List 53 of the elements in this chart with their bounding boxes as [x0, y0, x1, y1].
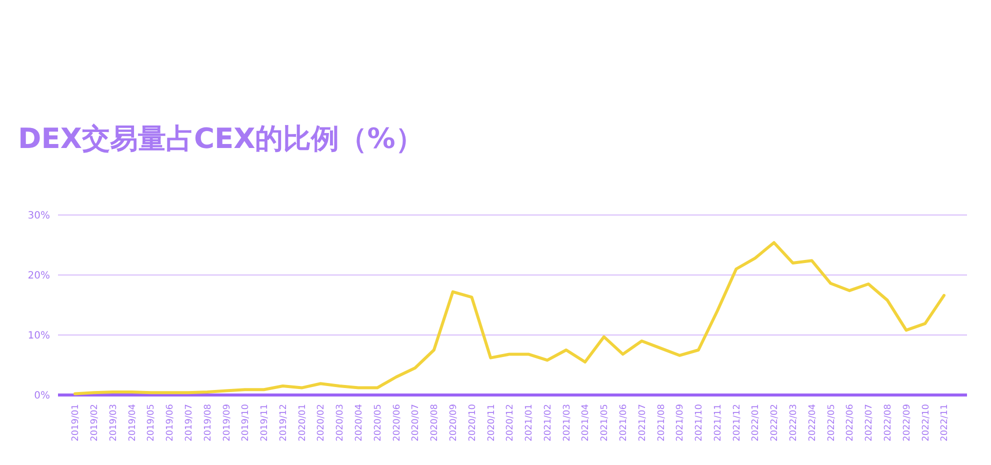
x-tick-label: 2019/06 [166, 404, 176, 442]
x-tick-label: 2022/09 [902, 404, 912, 442]
x-tick-label: 2021/08 [656, 404, 667, 442]
x-tick-label: 2022/07 [864, 404, 875, 442]
x-tick-label: 2021/11 [713, 404, 724, 442]
x-tick-label: 2021/06 [619, 404, 629, 442]
x-tick-label: 2019/11 [260, 404, 270, 442]
x-tick-label: 2019/12 [278, 404, 289, 442]
x-tick-label: 2022/10 [921, 404, 932, 442]
y-tick-label: 10% [28, 330, 50, 342]
x-tick-label: 2022/06 [846, 404, 856, 442]
x-tick-label: 2020/06 [392, 404, 402, 442]
x-tick-label: 2021/10 [694, 404, 705, 442]
x-tick-label: 2020/02 [316, 404, 327, 442]
x-tick-label: 2021/04 [581, 404, 592, 442]
x-tick-label: 2019/05 [146, 404, 157, 442]
x-tick-label: 2020/07 [411, 404, 422, 442]
x-tick-label: 2022/11 [940, 404, 950, 442]
x-tick-label: 2020/05 [373, 404, 384, 442]
x-tick-label: 2020/12 [506, 404, 516, 442]
x-tick-label: 2020/11 [486, 404, 497, 442]
x-tick-label: 2019/03 [108, 404, 119, 442]
x-tick-label: 2021/02 [543, 404, 554, 442]
y-tick-label: 30% [28, 210, 50, 222]
x-tick-label: 2019/07 [184, 404, 194, 442]
x-tick-label: 2019/10 [241, 404, 252, 442]
x-tick-label: 2019/08 [203, 404, 214, 442]
y-tick-label: 0% [34, 390, 50, 402]
y-tick-label: 20% [28, 270, 50, 282]
x-tick-label: 2020/10 [468, 404, 478, 442]
x-tick-label: 2021/05 [600, 404, 610, 442]
x-tick-label: 2020/09 [448, 404, 459, 442]
x-tick-label: 2022/02 [770, 404, 780, 442]
x-tick-label: 2019/09 [222, 404, 232, 442]
x-tick-label: 2022/01 [751, 404, 762, 442]
x-tick-label: 2021/01 [524, 404, 535, 442]
x-tick-label: 2020/08 [430, 404, 440, 442]
x-tick-label: 2020/03 [336, 404, 346, 442]
x-tick-label: 2021/09 [676, 404, 686, 442]
x-tick-label: 2021/12 [732, 404, 742, 442]
x-tick-label: 2022/05 [826, 404, 837, 442]
x-tick-label: 2020/01 [298, 404, 308, 442]
x-tick-label: 2019/04 [128, 404, 138, 442]
chart-title: DEX交易量占CEX的比例（%） [18, 122, 424, 155]
x-tick-label: 2022/08 [883, 404, 894, 442]
x-tick-label: 2019/01 [71, 404, 82, 442]
x-tick-label: 2022/04 [808, 404, 818, 442]
x-tick-label: 2020/04 [354, 404, 365, 442]
x-tick-label: 2021/03 [562, 404, 572, 442]
x-tick-label: 2022/03 [789, 404, 800, 442]
line-series [74, 241, 946, 396]
x-tick-label: 2019/02 [90, 404, 100, 442]
x-tick-label: 2021/07 [638, 404, 648, 442]
